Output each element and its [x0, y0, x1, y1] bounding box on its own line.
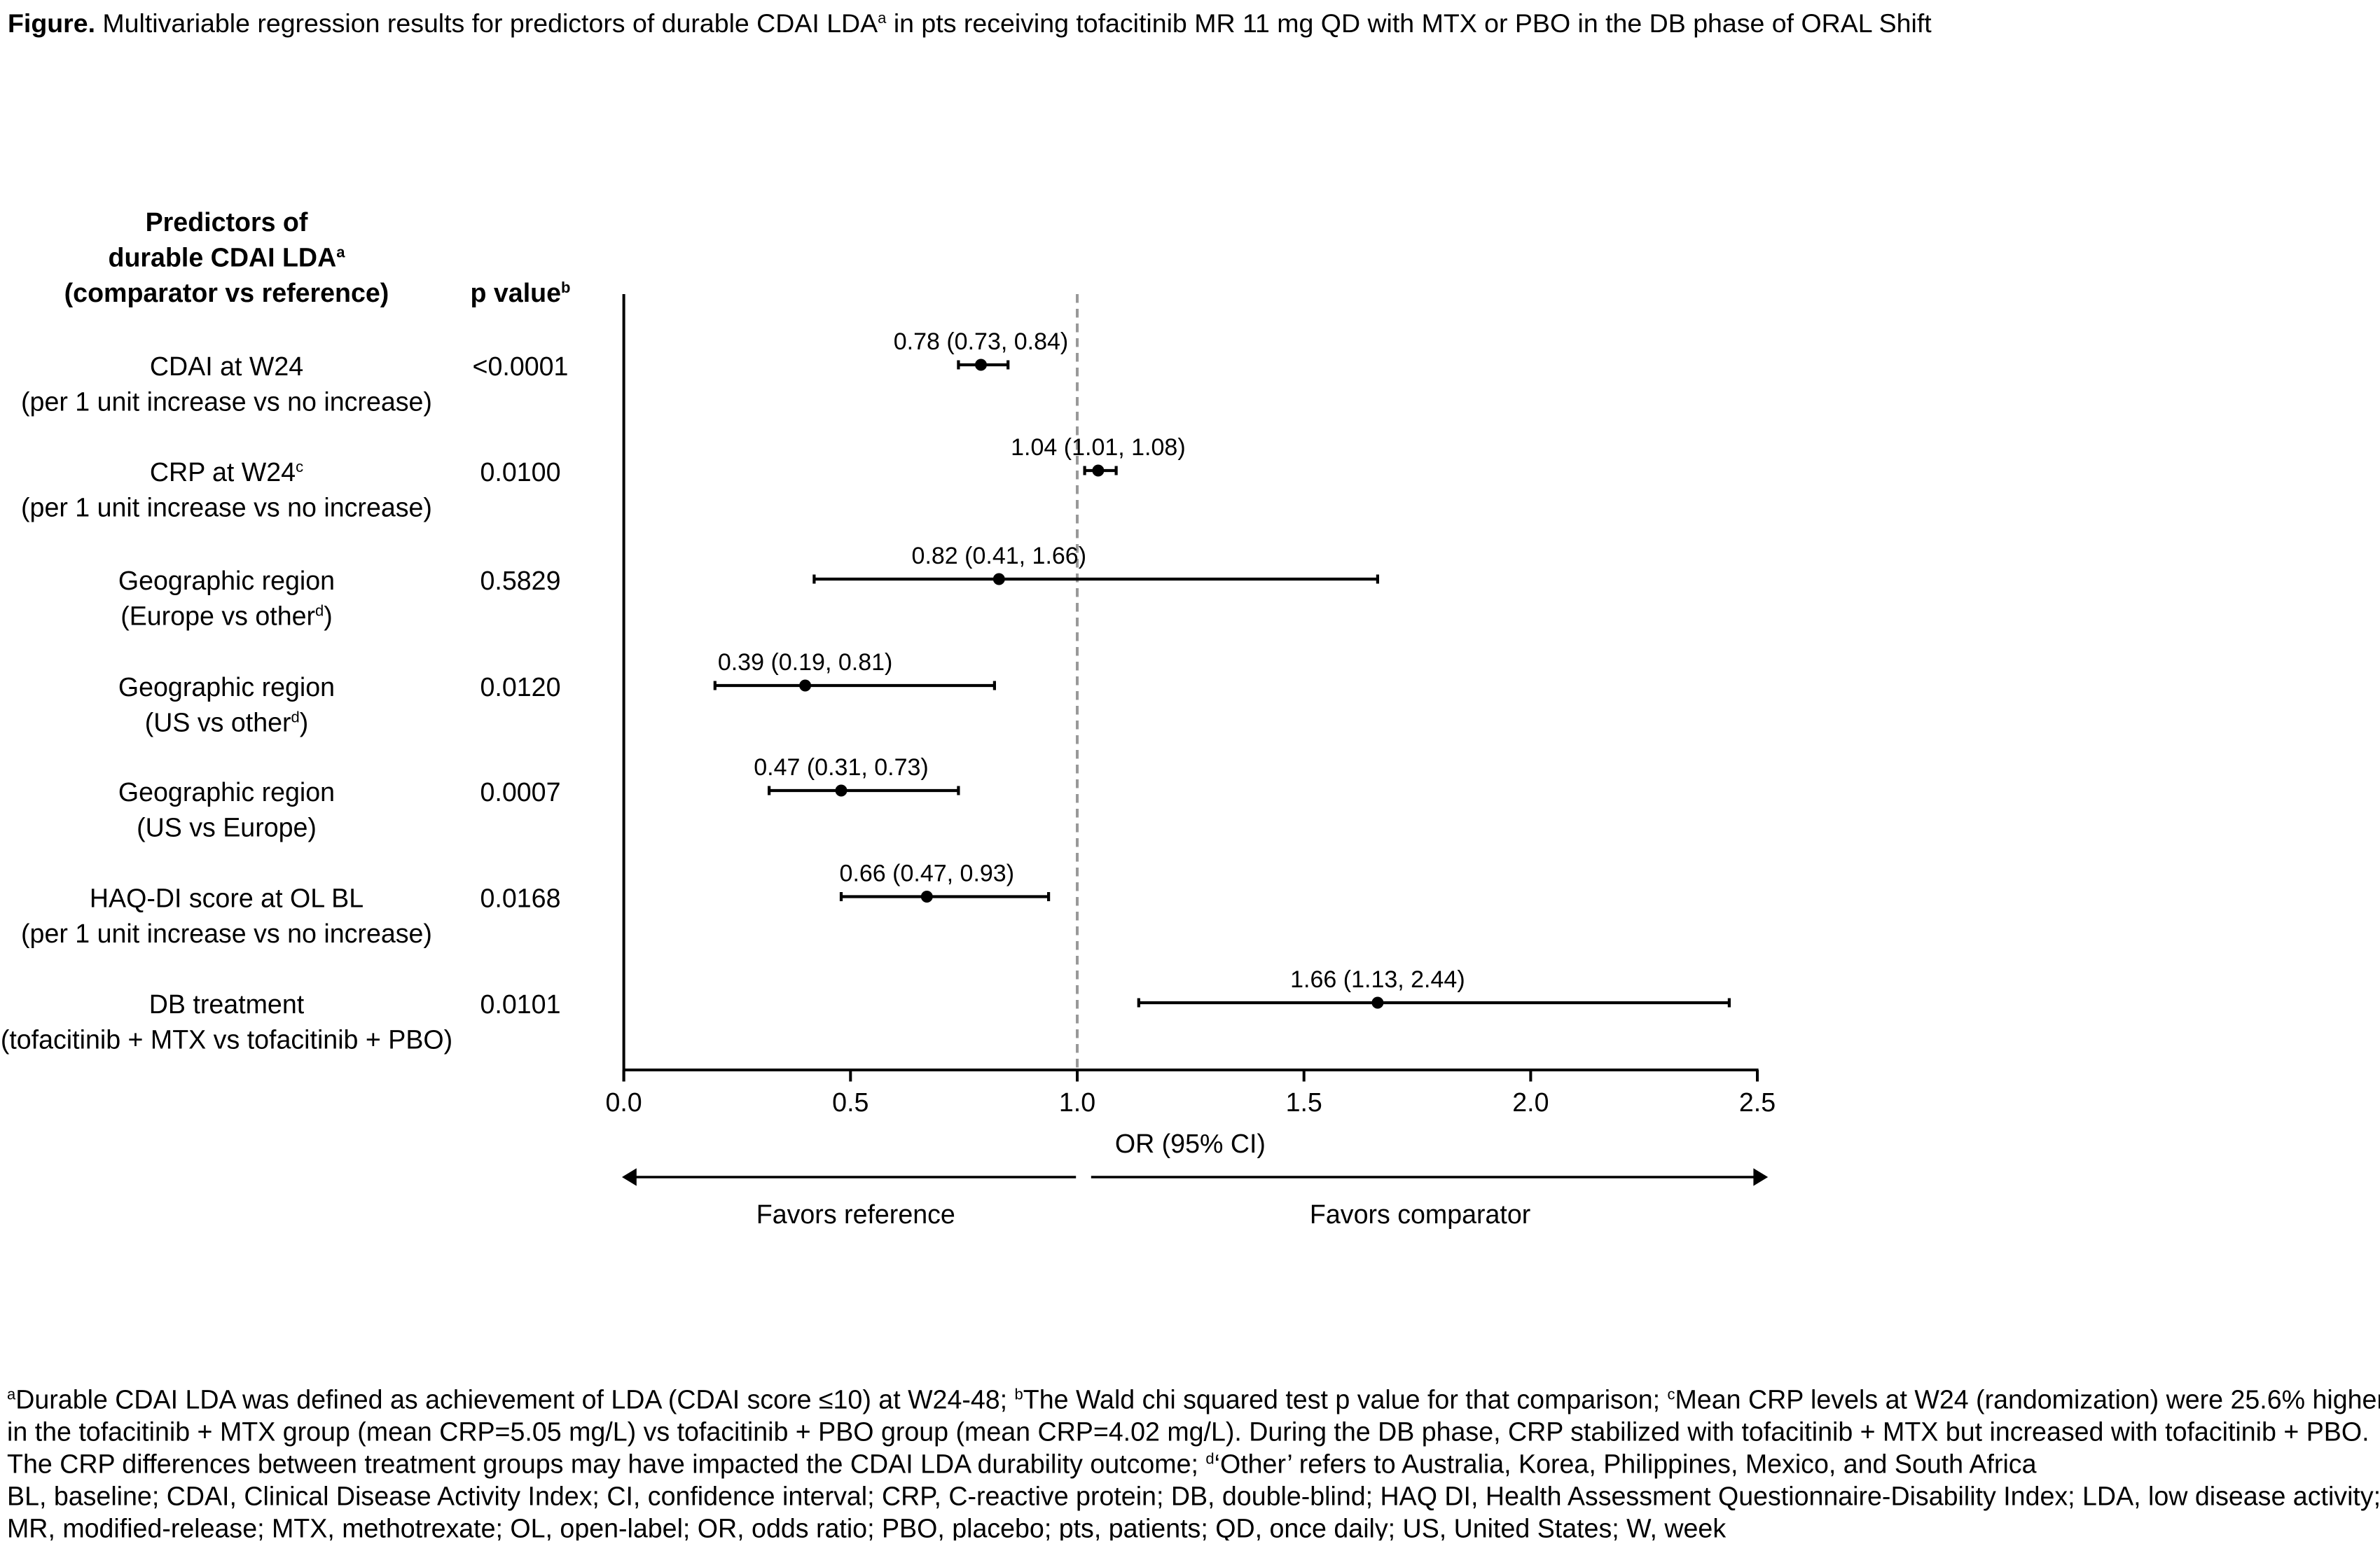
svg-text:Geographic region: Geographic region [118, 777, 335, 807]
svg-text:MR, modified-release; MTX, met: MR, modified-release; MTX, methotrexate;… [7, 1514, 1726, 1541]
svg-text:aDurable CDAI LDA was defined: aDurable CDAI LDA was defined as achieve… [7, 1385, 2380, 1414]
svg-text:BL, baseline; CDAI, Clinical D: BL, baseline; CDAI, Clinical Disease Act… [7, 1482, 2380, 1511]
svg-text:(tofacitinib + MTX vs tofaciti: (tofacitinib + MTX vs tofacitinib + PBO) [1, 1024, 452, 1054]
svg-text:0.0120: 0.0120 [480, 672, 561, 702]
svg-text:Geographic region: Geographic region [118, 566, 335, 595]
svg-text:0.0: 0.0 [605, 1087, 642, 1117]
svg-text:1.04 (1.01, 1.08): 1.04 (1.01, 1.08) [1011, 434, 1186, 461]
svg-text:DB treatment: DB treatment [149, 989, 305, 1019]
svg-text:0.66 (0.47, 0.93): 0.66 (0.47, 0.93) [840, 861, 1015, 887]
svg-text:Figure. Multivariable regressi: Figure. Multivariable regression results… [8, 8, 1932, 38]
svg-text:0.0007: 0.0007 [480, 777, 561, 807]
svg-text:0.0168: 0.0168 [480, 884, 561, 913]
svg-text:0.78 (0.73, 0.84): 0.78 (0.73, 0.84) [894, 328, 1069, 355]
svg-text:OR (95% CI): OR (95% CI) [1115, 1129, 1266, 1158]
svg-text:CDAI at W24: CDAI at W24 [150, 352, 303, 381]
svg-text:durable CDAI LDAa: durable CDAI LDAa [109, 243, 346, 272]
svg-text:(Europe vs otherd): (Europe vs otherd) [120, 601, 333, 630]
svg-text:Favors comparator: Favors comparator [1310, 1199, 1530, 1229]
svg-text:Predictors of: Predictors of [146, 207, 308, 237]
svg-text:1.5: 1.5 [1286, 1087, 1322, 1117]
svg-text:0.82 (0.41, 1.66): 0.82 (0.41, 1.66) [912, 543, 1087, 569]
svg-text:0.47 (0.31, 0.73): 0.47 (0.31, 0.73) [754, 754, 929, 781]
svg-text:(per 1 unit increase vs no inc: (per 1 unit increase vs no increase) [21, 919, 432, 948]
svg-text:Geographic region: Geographic region [118, 672, 335, 702]
svg-text:(per 1 unit increase vs no inc: (per 1 unit increase vs no increase) [21, 492, 432, 522]
svg-text:0.0100: 0.0100 [480, 457, 561, 487]
svg-text:in the tofacitinib + MTX group: in the tofacitinib + MTX group (mean CRP… [7, 1417, 2369, 1447]
svg-text:The CRP differences between tr: The CRP differences between treatment gr… [7, 1449, 2037, 1479]
svg-text:(comparator vs reference): (comparator vs reference) [64, 278, 389, 307]
svg-text:0.0101: 0.0101 [480, 989, 561, 1019]
svg-text:CRP at W24c: CRP at W24c [150, 457, 303, 487]
svg-text:Favors reference: Favors reference [756, 1199, 955, 1229]
svg-text:0.39 (0.19, 0.81): 0.39 (0.19, 0.81) [718, 649, 893, 676]
svg-text:(per 1 unit increase vs no inc: (per 1 unit increase vs no increase) [21, 387, 432, 416]
svg-text:(US vs Europe): (US vs Europe) [137, 812, 317, 842]
svg-text:0.5829: 0.5829 [480, 566, 561, 595]
svg-text:p valueb: p valueb [471, 278, 571, 307]
svg-text:1.0: 1.0 [1059, 1087, 1095, 1117]
svg-text:<0.0001: <0.0001 [473, 352, 569, 381]
svg-text:1.66 (1.13, 2.44): 1.66 (1.13, 2.44) [1290, 966, 1465, 993]
svg-text:2.0: 2.0 [1512, 1087, 1549, 1117]
svg-text:(US vs otherd): (US vs otherd) [145, 707, 309, 737]
svg-text:2.5: 2.5 [1739, 1087, 1776, 1117]
svg-text:HAQ-DI score at OL BL: HAQ-DI score at OL BL [90, 884, 364, 913]
svg-text:0.5: 0.5 [832, 1087, 869, 1117]
